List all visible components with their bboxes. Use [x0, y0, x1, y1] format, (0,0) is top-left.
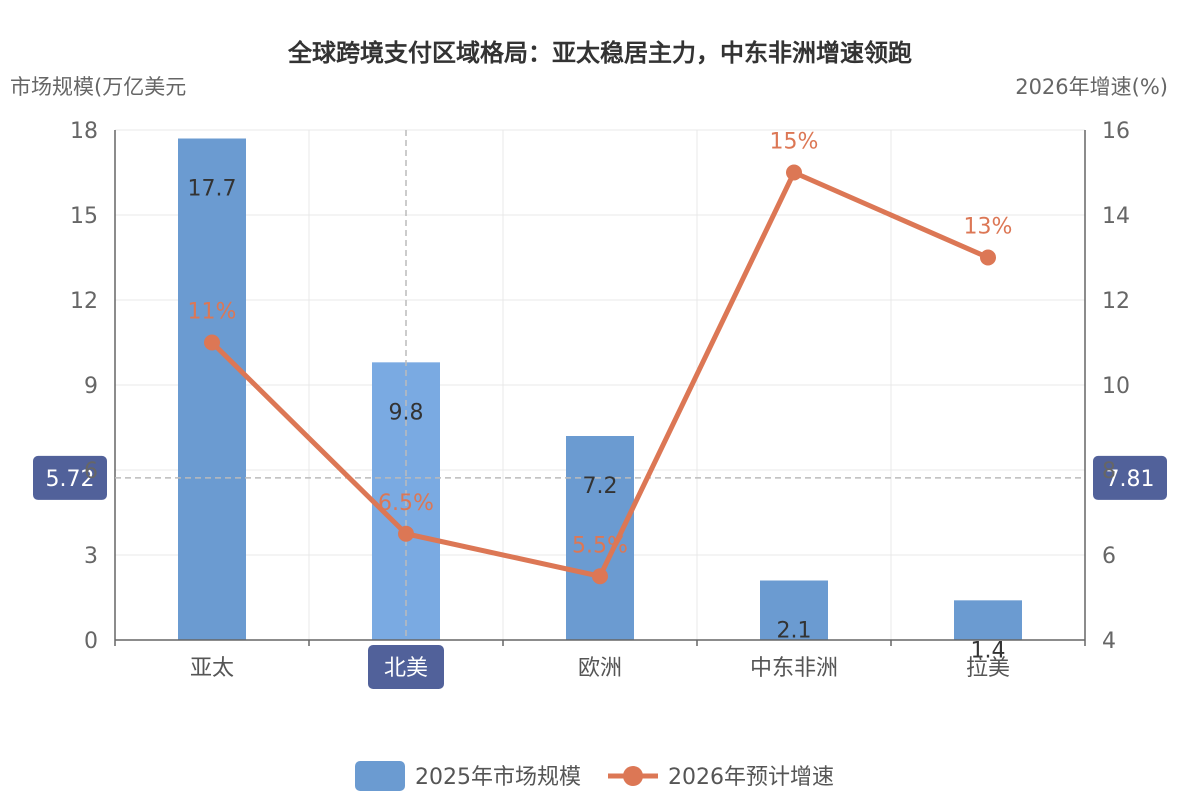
bar-2	[566, 436, 634, 640]
legend-bar-swatch	[355, 761, 405, 791]
growth-point-0	[204, 334, 220, 351]
crosshair-left-badge	[33, 455, 107, 500]
y-left-tick-2: 6	[84, 459, 98, 484]
crosshair: 5.72 7.81	[33, 130, 1167, 640]
y-left-tick-1: 3	[84, 544, 98, 569]
y-right-tick-3: 10	[1102, 374, 1130, 399]
bar-label-3: 2.1	[777, 619, 812, 644]
bar-label-0: 17.7	[188, 177, 237, 202]
growth-label-4: 13%	[964, 215, 1013, 240]
legend-bar-label: 2025年市场规模	[415, 765, 581, 790]
growth-label-2: 5.5%	[572, 533, 628, 558]
y-axis-left-title: 市场规模(万亿美元	[10, 75, 186, 99]
legend-line-label: 2026年预计增速	[668, 765, 834, 790]
chart-title: 全球跨境支付区域格局：亚太稳居主力，中东非洲增速领跑	[287, 39, 912, 67]
growth-point-3	[786, 164, 802, 181]
bar-label-2: 7.2	[583, 474, 618, 499]
y-left-tick-3: 9	[84, 374, 98, 399]
growth-line	[204, 164, 996, 585]
growth-point-1	[398, 525, 414, 542]
crosshair-left-value: 5.72	[46, 467, 95, 492]
y-right-tick-2: 8	[1102, 459, 1116, 484]
grid	[115, 129, 1085, 640]
bar-labels: 17.7 9.8 7.2 2.1 1.4	[188, 177, 1006, 664]
growth-label-1: 6.5%	[378, 491, 434, 516]
category-badge-1	[368, 645, 444, 689]
category-label-2: 欧洲	[578, 656, 622, 681]
axes	[114, 130, 1086, 646]
bar-label-1: 9.8	[389, 400, 424, 425]
y-right-tick-1: 6	[1102, 544, 1116, 569]
category-label-0: 亚太	[190, 656, 234, 681]
bar-label-4: 1.4	[971, 638, 1006, 663]
category-label-4: 拉美	[966, 656, 1010, 681]
y-left-tick-0: 0	[84, 629, 98, 654]
y-axis-right-title: 2026年增速(%)	[1015, 75, 1168, 99]
legend-line-marker	[623, 766, 643, 786]
y-right-tick-4: 12	[1102, 289, 1130, 314]
crosshair-right-value: 7.81	[1106, 467, 1155, 492]
y-right-tick-6: 16	[1102, 119, 1130, 144]
bars	[178, 138, 1022, 640]
category-label-3: 中东非洲	[750, 656, 838, 681]
y-right-tick-0: 4	[1102, 629, 1116, 654]
category-labels: 亚太 北美 欧洲 中东非洲 拉美	[190, 645, 1010, 689]
growth-label-0: 11%	[188, 300, 237, 325]
legend: 2025年市场规模 2026年预计增速	[355, 761, 834, 791]
ticks: 0 3 6 9 12 15 18 4 6 8 10 12 14 16	[70, 119, 1130, 654]
growth-point-4	[980, 249, 996, 266]
category-label-1: 北美	[384, 656, 428, 681]
y-right-tick-5: 14	[1102, 204, 1130, 229]
growth-point-2	[592, 568, 608, 585]
crosshair-right-badge	[1093, 455, 1167, 500]
bar-0	[178, 138, 246, 640]
bar-4	[954, 600, 1022, 640]
bar-3	[760, 580, 828, 640]
y-left-tick-5: 15	[70, 204, 98, 229]
growth-label-3: 15%	[770, 130, 819, 155]
growth-labels: 11% 6.5% 5.5% 15% 13%	[188, 130, 1013, 559]
y-left-tick-6: 18	[70, 119, 98, 144]
y-left-tick-4: 12	[70, 289, 98, 314]
